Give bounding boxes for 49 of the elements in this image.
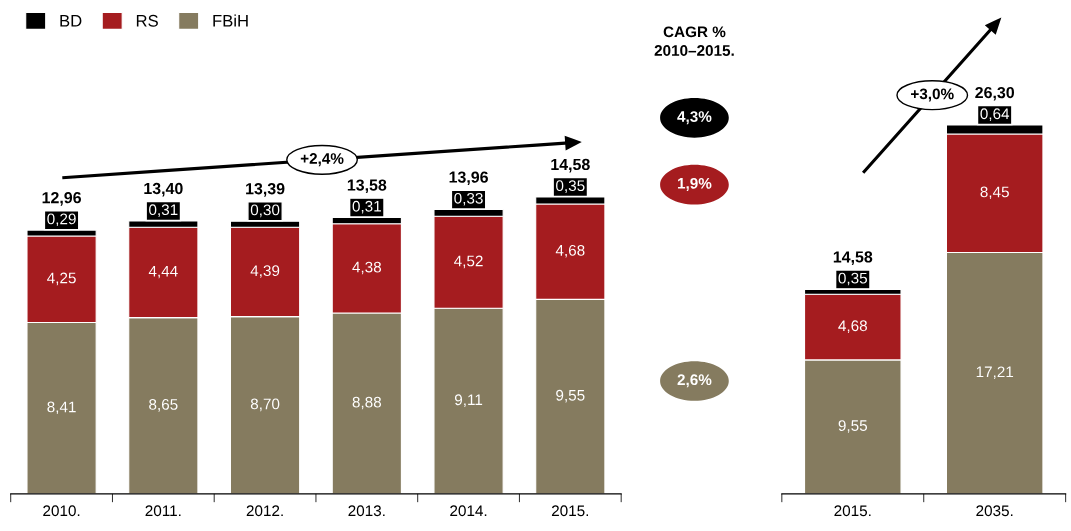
total-label: 12,96 — [42, 192, 81, 206]
data-label: 0,64 — [980, 108, 1010, 121]
data-label: 4,52 — [454, 255, 483, 269]
data-label: 0,31 — [352, 200, 381, 214]
data-label: 9,11 — [454, 394, 483, 407]
data-label: 8,65 — [149, 399, 178, 412]
text: CAGR % 2010–2015. — [654, 26, 734, 56]
data-label: 0,31 — [149, 204, 178, 217]
x-tick-label: 2015. — [551, 505, 589, 517]
total-label: 14,58 — [551, 158, 590, 173]
data-label: 0,35 — [838, 272, 868, 286]
data-label: 17,21 — [976, 366, 1014, 380]
data-label: 4,68 — [838, 320, 867, 333]
data-label: 4,39 — [250, 265, 280, 278]
total-label: 13,40 — [144, 182, 183, 197]
data-label: 8,70 — [250, 398, 280, 412]
data-label: 4,44 — [148, 265, 178, 279]
data-label: 8,88 — [352, 396, 382, 410]
total-label: 13,96 — [449, 171, 488, 186]
legend-label: FBiH — [213, 14, 248, 27]
data-label: 8,45 — [980, 186, 1009, 200]
total-label: 26,30 — [975, 86, 1015, 101]
data-label: 9,55 — [838, 420, 868, 433]
data-label: 0,30 — [250, 204, 280, 218]
legend-label: BD — [60, 15, 82, 27]
data-label: 8,41 — [47, 401, 76, 415]
data-label: 4,25 — [47, 272, 76, 286]
data-label: 9,55 — [556, 389, 585, 403]
text: +3,0% — [911, 88, 954, 102]
total-label: 13,39 — [246, 183, 285, 197]
x-tick-label: 2014. — [450, 505, 487, 517]
data-label: 0,33 — [454, 192, 483, 206]
text: 2,6% — [677, 374, 712, 388]
text: 4,3% — [677, 111, 712, 125]
x-tick-label: 2035. — [976, 505, 1013, 517]
total-label: 14,58 — [833, 251, 873, 265]
x-tick-label: 2013. — [348, 505, 385, 517]
legend-label: RS — [136, 14, 158, 27]
text: 1,9% — [677, 177, 712, 191]
data-label: 0,35 — [556, 180, 585, 193]
x-tick-label: 2011. — [145, 505, 181, 517]
x-tick-label: 2015. — [834, 505, 871, 517]
data-label: 4,38 — [352, 261, 382, 275]
x-tick-label: 2010. — [43, 505, 80, 517]
data-label: 0,29 — [47, 213, 76, 227]
total-label: 13,58 — [347, 179, 387, 194]
data-label: 4,68 — [555, 244, 585, 258]
text: +2,4% — [300, 153, 344, 167]
x-tick-label: 2012. — [246, 505, 283, 517]
